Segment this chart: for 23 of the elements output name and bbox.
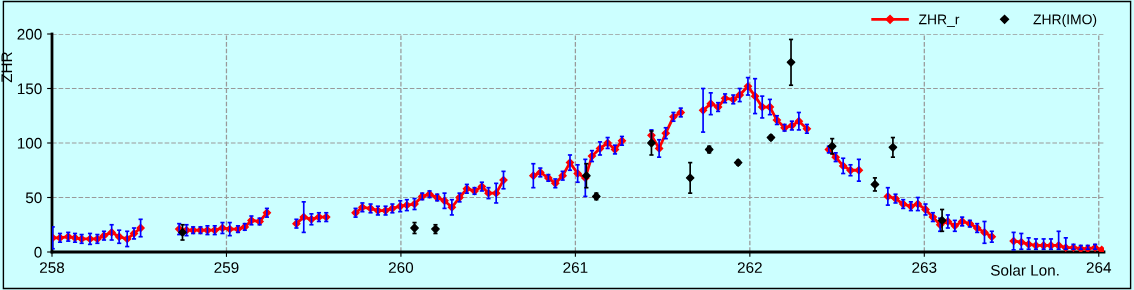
x-tick-label: 260 [388, 262, 414, 273]
y-tick-label: 150 [17, 83, 42, 95]
x-tick-label: 259 [214, 262, 239, 273]
point [647, 138, 656, 148]
y-tick-label: 100 [17, 137, 42, 149]
x-tick-label: 264 [1086, 262, 1112, 273]
point [870, 180, 880, 189]
y-tick-label: 50 [25, 192, 42, 204]
point [178, 228, 187, 237]
point [786, 57, 796, 67]
y-tick-label: 0 [34, 246, 42, 258]
legend-label: ZHR(IMO) [1033, 14, 1097, 28]
x-tick-label: 258 [40, 262, 65, 273]
point [937, 216, 947, 225]
legend-label: ZHR_r [918, 14, 960, 27]
point [888, 142, 898, 152]
point [685, 173, 695, 183]
x-tick-label: 262 [737, 262, 762, 273]
x-axis-title: Solar Lon. [990, 264, 1059, 276]
point [827, 141, 837, 151]
x-tick-label: 263 [912, 262, 937, 273]
y-tick-label: 200 [17, 28, 42, 40]
x-tick-label: 261 [563, 262, 588, 273]
